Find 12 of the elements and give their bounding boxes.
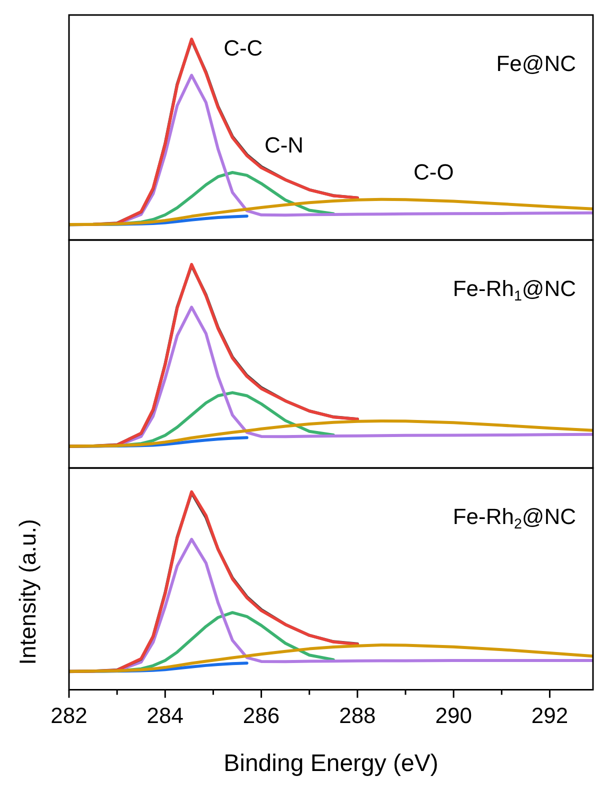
y-axis-title: Intensity (a.u.) (14, 519, 42, 665)
x-tick-label: 290 (435, 703, 472, 728)
x-tick-label: 284 (146, 703, 184, 728)
series-label: C-O (413, 159, 454, 184)
x-tick-label: 282 (50, 703, 88, 728)
x-tick-label: 288 (339, 703, 376, 728)
x-tick-label: 286 (242, 703, 280, 728)
series-label: C-N (264, 132, 304, 158)
x-axis-title: Binding Energy (eV) (224, 750, 438, 778)
annotation: Fe@NC (496, 51, 576, 76)
series-label: C-C (224, 35, 263, 60)
x-tick-label: 292 (531, 703, 568, 728)
